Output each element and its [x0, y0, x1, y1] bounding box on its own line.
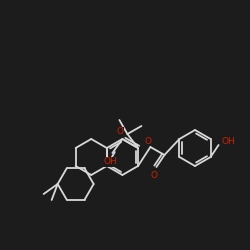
Text: O: O	[116, 128, 123, 136]
Text: OH: OH	[104, 158, 117, 166]
Text: O: O	[151, 170, 158, 179]
Text: O: O	[145, 136, 152, 145]
Text: OH: OH	[222, 136, 235, 145]
